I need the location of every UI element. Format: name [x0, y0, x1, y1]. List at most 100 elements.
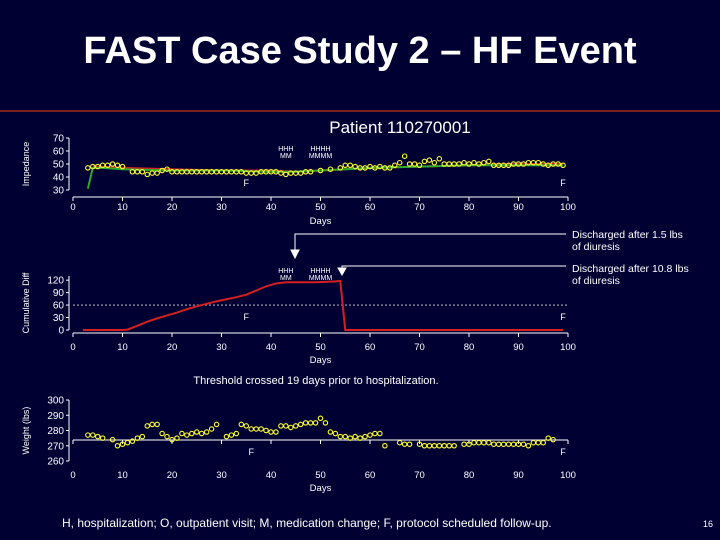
- impedance-data-point: [337, 165, 344, 171]
- annotation-discharged-2-line1: Discharged after 10.8 lbs: [572, 263, 689, 275]
- weight-x-tick-label: 30: [216, 470, 227, 481]
- weight-data-point: [471, 439, 477, 446]
- weight-data-point: [144, 423, 151, 429]
- weight-data-point: [169, 436, 175, 443]
- weight-x-label: Days: [310, 483, 332, 494]
- weight-data-point: [179, 430, 185, 437]
- weight-data-point: [184, 432, 190, 438]
- impedance-data-point: [95, 163, 101, 170]
- cumulative-diff-x-tick-label: 10: [117, 342, 128, 353]
- cumulative-diff-x-tick-label: 0: [70, 342, 75, 353]
- impedance-y-tick-label: 70: [53, 134, 65, 145]
- impedance-data-point: [238, 169, 245, 175]
- weight-data-point: [535, 439, 542, 446]
- impedance-followup-marker: F: [244, 178, 250, 188]
- weight-followup-marker: F: [248, 447, 254, 457]
- cumulative-diff-red-line: [82, 279, 564, 331]
- weight-data-point: [213, 421, 220, 428]
- weight-data-point: [248, 426, 254, 432]
- weight-data-point: [347, 435, 353, 441]
- impedance-data-point: [149, 170, 155, 176]
- weight-data-point: [486, 439, 492, 446]
- weight-x-tick-label: 70: [414, 470, 425, 481]
- impedance-data-point: [139, 169, 146, 175]
- weight-data-point: [119, 441, 126, 447]
- weight-x-tick-label: 60: [365, 470, 376, 481]
- impedance-data-point: [144, 171, 151, 178]
- weight-x-tick-label: 50: [315, 470, 326, 481]
- weight-data-point: [500, 441, 507, 447]
- impedance-followup-marker: F: [560, 178, 566, 188]
- impedance-data-point: [129, 169, 136, 175]
- cumulative-diff-y-tick-label: 120: [47, 276, 64, 287]
- weight-data-point: [505, 441, 512, 447]
- impedance-data-point: [278, 170, 284, 176]
- weight-data-point: [396, 439, 403, 446]
- weight-data-point: [124, 439, 131, 446]
- weight-data-point: [302, 420, 309, 426]
- impedance-data-point: [307, 169, 314, 175]
- impedance-data-point: [302, 169, 309, 175]
- weight-data-point: [312, 420, 319, 426]
- cumulative-diff-y-label: Cumulative Diff: [21, 272, 31, 333]
- impedance-data-point: [461, 159, 467, 166]
- impedance-data-point: [263, 169, 269, 175]
- weight-data-point: [342, 433, 348, 440]
- weight-data-point: [288, 424, 294, 431]
- weight-data-point: [451, 442, 457, 449]
- impedance-data-point: [406, 161, 413, 167]
- slide-title: FAST Case Study 2 – HF Event: [83, 30, 637, 72]
- impedance-data-point: [367, 163, 373, 170]
- weight-data-point: [416, 441, 423, 447]
- impedance-data-point: [159, 167, 165, 174]
- weight-data-point: [95, 433, 101, 440]
- impedance-x-tick-label: 10: [117, 202, 128, 213]
- impedance-data-point: [203, 169, 210, 175]
- weight-data-point: [223, 433, 230, 440]
- cumulative-diff-medication-marker: MMMM: [309, 275, 332, 282]
- impedance-data-point: [456, 161, 462, 167]
- weight-data-point: [228, 432, 235, 438]
- cumulative-diff-y-tick-label: 30: [53, 313, 65, 324]
- weight-x-tick-label: 10: [117, 470, 128, 481]
- impedance-x-tick-label: 40: [266, 202, 277, 213]
- weight-data-point: [233, 430, 240, 437]
- impedance-x-tick-label: 100: [560, 202, 576, 213]
- weight-data-point: [322, 420, 329, 426]
- impedance-x-label: Days: [310, 216, 332, 227]
- cumulative-diff-x-tick-label: 30: [216, 342, 227, 353]
- weight-data-point: [466, 441, 472, 447]
- weight-data-point: [490, 441, 497, 447]
- impedance-data-point: [481, 159, 487, 166]
- cumulative-diff-followup-marker: F: [560, 312, 566, 322]
- weight-data-point: [481, 439, 487, 446]
- weight-data-point: [357, 435, 363, 441]
- impedance-data-point: [273, 169, 279, 175]
- weight-data-point: [520, 441, 527, 447]
- impedance-data-point: [327, 166, 334, 172]
- weight-data-point: [352, 433, 358, 440]
- impedance-data-point: [466, 161, 472, 167]
- weight-data-point: [307, 420, 314, 426]
- weight-data-point: [154, 421, 160, 428]
- impedance-data-point: [476, 161, 482, 167]
- impedance-data-point: [85, 165, 91, 171]
- weight-data-point: [174, 435, 180, 441]
- page-number: 16: [703, 519, 714, 529]
- impedance-data-point: [119, 163, 126, 170]
- impedance-data-point: [416, 162, 423, 169]
- impedance-data-point: [490, 162, 497, 169]
- impedance-data-point: [297, 170, 304, 176]
- weight-data-point: [139, 433, 146, 440]
- impedance-data-point: [109, 161, 116, 167]
- callout-line-2: [341, 265, 566, 275]
- weight-data-point: [109, 436, 116, 443]
- weight-x-tick-label: 0: [70, 470, 75, 481]
- impedance-data-point: [451, 161, 457, 167]
- impedance-data-point: [426, 157, 433, 163]
- weight-data-point: [332, 430, 339, 437]
- weight-data-point: [85, 432, 91, 438]
- impedance-y-tick-label: 60: [53, 147, 65, 158]
